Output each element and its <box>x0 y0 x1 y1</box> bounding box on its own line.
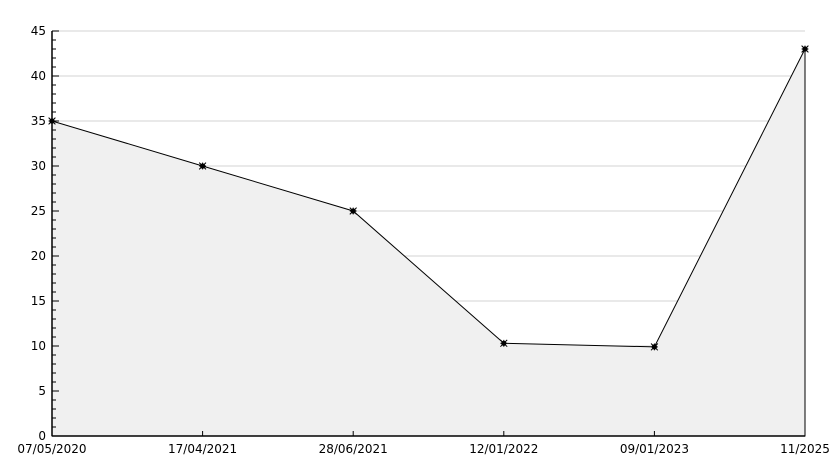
x-tick-label-0: 07/05/2020 <box>17 442 86 456</box>
y-tick-label-45: 45 <box>31 24 46 38</box>
data-point-marker <box>349 207 357 215</box>
y-tick-label-0: 0 <box>38 429 46 443</box>
data-point-marker <box>500 339 508 348</box>
y-tick-label-40: 40 <box>31 69 46 83</box>
x-tick-label-2: 28/06/2021 <box>319 442 388 456</box>
y-tick-label-10: 10 <box>31 339 46 353</box>
data-point-marker <box>198 162 207 170</box>
y-tick-label-20: 20 <box>31 249 46 263</box>
y-tick-label-15: 15 <box>31 294 46 308</box>
y-tick-label-35: 35 <box>31 114 46 128</box>
data-point-marker <box>650 343 659 351</box>
data-point-marker <box>48 117 56 125</box>
data-point-marker <box>801 45 809 53</box>
x-tick-label-5: 11/2025 <box>780 442 830 456</box>
y-tick-label-5: 5 <box>38 384 46 398</box>
x-tick-label-4: 09/01/2023 <box>620 442 689 456</box>
x-tick-label-1: 17/04/2021 <box>168 442 237 456</box>
y-tick-label-30: 30 <box>31 159 46 173</box>
x-tick-label-3: 12/01/2022 <box>469 442 538 456</box>
y-tick-label-25: 25 <box>31 204 46 218</box>
